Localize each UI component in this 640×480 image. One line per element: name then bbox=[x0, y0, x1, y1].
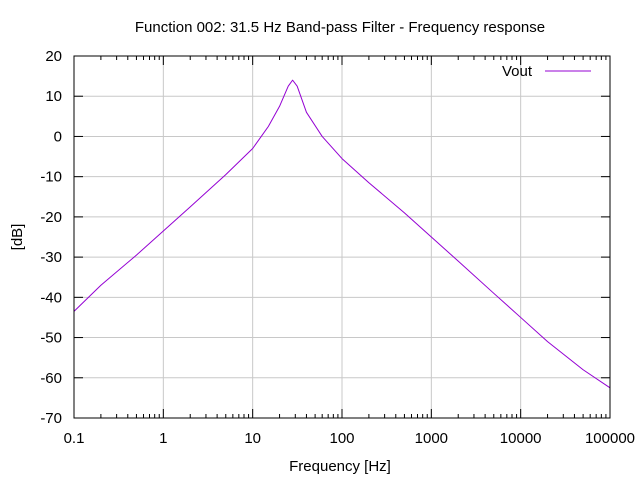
legend: Vout bbox=[502, 63, 591, 80]
y-tick-label: -30 bbox=[40, 249, 62, 266]
series-layer bbox=[73, 79, 611, 389]
y-tick-label: -20 bbox=[40, 209, 62, 226]
y-tick-label: -70 bbox=[40, 410, 62, 427]
x-tick-label: 10 bbox=[244, 430, 261, 447]
y-axis-label: [dB] bbox=[9, 224, 26, 251]
legend-label-vout: Vout bbox=[502, 63, 533, 80]
y-tick-label: 10 bbox=[45, 88, 62, 105]
series-line-vout bbox=[73, 79, 611, 389]
x-tick-label: 1000 bbox=[415, 430, 448, 447]
x-tick-label: 100000 bbox=[585, 430, 635, 447]
x-tick-label: 1 bbox=[159, 430, 167, 447]
y-tick-label: 20 bbox=[45, 48, 62, 65]
y-tick-label: -60 bbox=[40, 370, 62, 387]
x-tick-label: 10000 bbox=[500, 430, 542, 447]
y-tick-label: -10 bbox=[40, 169, 62, 186]
plot-frame bbox=[73, 55, 611, 419]
x-tick-label: 100 bbox=[329, 430, 354, 447]
x-axis-label: Frequency [Hz] bbox=[289, 458, 391, 475]
grid bbox=[74, 56, 610, 418]
y-tick-label: -40 bbox=[40, 289, 62, 306]
chart-title: Function 002: 31.5 Hz Band-pass Filter -… bbox=[135, 19, 545, 36]
y-tick-label: -50 bbox=[40, 330, 62, 347]
x-tick-label: 0.1 bbox=[64, 430, 85, 447]
tick-labels: 0.1 1 10 100 1000 10000 10000020100-10-20-30-4… bbox=[40, 48, 635, 447]
y-tick-label: 0 bbox=[54, 128, 62, 145]
